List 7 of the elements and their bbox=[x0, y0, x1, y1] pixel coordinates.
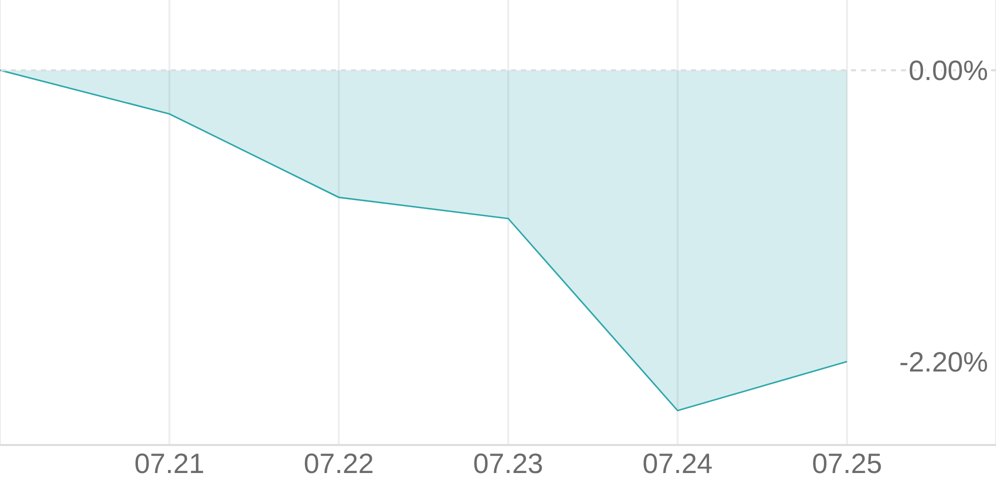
x-tick-label: 07.25 bbox=[812, 448, 882, 479]
y-tick-label: 0.00% bbox=[908, 54, 988, 86]
x-tick-label: 07.21 bbox=[134, 448, 204, 479]
x-tick-label: 07.23 bbox=[473, 448, 544, 479]
x-tick-label: 07.22 bbox=[304, 448, 374, 479]
x-tick-label: 07.24 bbox=[642, 448, 713, 479]
y-tick-label: -2.20% bbox=[899, 346, 988, 378]
